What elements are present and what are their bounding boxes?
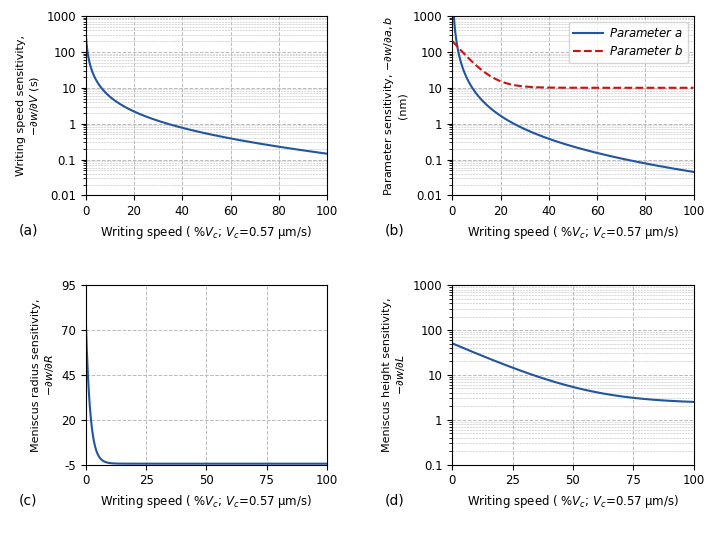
Text: (c): (c) [19, 493, 36, 507]
Y-axis label: Meniscus height sensitivity,
$-∂w/∂L$: Meniscus height sensitivity, $-∂w/∂L$ [383, 297, 408, 452]
Parameter $a$ [551, 138, 560, 144]
Parameter $a$ [689, 169, 698, 175]
Y-axis label: Parameter sensitivity, $-∂w/∂a, b$
(nm): Parameter sensitivity, $-∂w/∂a, b$ (nm) [382, 15, 408, 196]
Y-axis label: Meniscus radius sensitivity,
$-∂w/∂R$: Meniscus radius sensitivity, $-∂w/∂R$ [31, 298, 56, 452]
Line: Parameter $a$: Parameter $a$ [453, 0, 694, 172]
Legend: Parameter $a$, Parameter $b$: Parameter $a$, Parameter $b$ [568, 22, 688, 63]
X-axis label: Writing speed ( %$V_c$; $V_c$=0.57 μm/s): Writing speed ( %$V_c$; $V_c$=0.57 μm/s) [100, 493, 312, 510]
Parameter $a$ [563, 142, 571, 148]
Line: Parameter $b$: Parameter $b$ [453, 41, 694, 88]
Y-axis label: Writing speed sensitivity,
$-∂w/∂V$ (s): Writing speed sensitivity, $-∂w/∂V$ (s) [16, 35, 41, 176]
Parameter $a$ [623, 156, 632, 163]
Text: (a): (a) [19, 224, 38, 238]
X-axis label: Writing speed ( %$V_c$; $V_c$=0.57 μm/s): Writing speed ( %$V_c$; $V_c$=0.57 μm/s) [100, 224, 312, 241]
Parameter $b$ [551, 84, 560, 91]
Parameter $b$ [549, 84, 558, 91]
Parameter $b$ [563, 84, 571, 91]
Parameter $b$ [623, 84, 632, 91]
X-axis label: Writing speed ( %$V_c$; $V_c$=0.57 μm/s): Writing speed ( %$V_c$; $V_c$=0.57 μm/s) [467, 224, 679, 241]
Parameter $b$ [682, 84, 691, 91]
Parameter $b$ [689, 84, 698, 91]
Text: (b): (b) [385, 224, 405, 238]
Parameter $a$ [549, 137, 558, 144]
Text: (d): (d) [385, 493, 405, 507]
X-axis label: Writing speed ( %$V_c$; $V_c$=0.57 μm/s): Writing speed ( %$V_c$; $V_c$=0.57 μm/s) [467, 493, 679, 510]
Parameter $b$ [448, 38, 457, 44]
Parameter $b$ [670, 84, 679, 91]
Parameter $a$ [670, 166, 679, 172]
Parameter $a$ [682, 168, 691, 174]
